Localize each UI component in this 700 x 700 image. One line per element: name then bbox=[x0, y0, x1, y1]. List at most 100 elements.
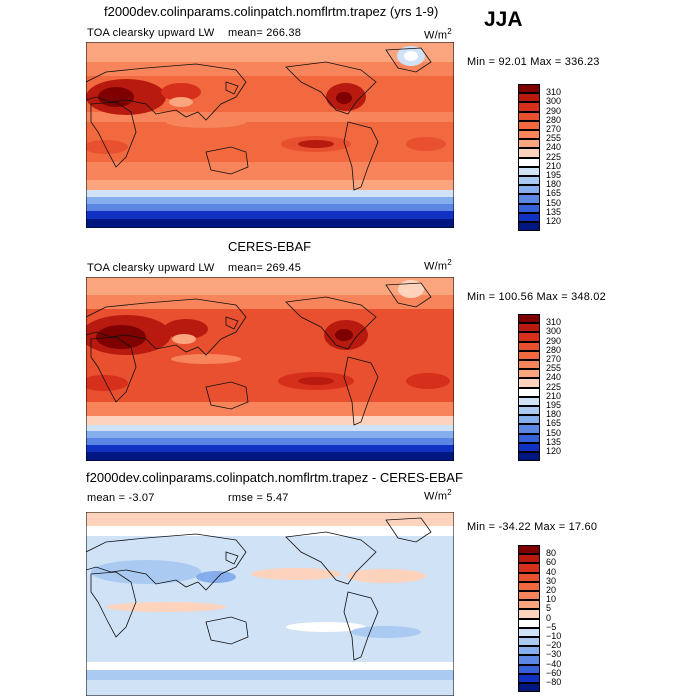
colorbar-level-label: 270 bbox=[546, 354, 562, 364]
colorbar-swatch bbox=[518, 396, 540, 406]
colorbar-swatch bbox=[518, 350, 540, 360]
colorbar-level-label: 10 bbox=[546, 594, 557, 605]
colorbar-level-label: 120 bbox=[546, 446, 562, 456]
panel-diff-map bbox=[86, 512, 454, 696]
colorbar-level-label: 150 bbox=[546, 427, 562, 438]
colorbar-swatch bbox=[518, 433, 540, 443]
colorbar-swatch bbox=[518, 387, 540, 397]
colorbar-level-label: −80 bbox=[546, 677, 562, 687]
colorbar-level-label: 180 bbox=[546, 179, 562, 190]
colorbar-level-label: 255 bbox=[546, 363, 562, 374]
colorbar-swatch bbox=[518, 314, 540, 324]
colorbar-swatch bbox=[518, 554, 540, 564]
colorbar-swatch bbox=[518, 194, 540, 204]
colorbar-level-label: 165 bbox=[546, 188, 562, 199]
colorbar-level-label: 255 bbox=[546, 133, 562, 144]
colorbar-level-label: 225 bbox=[546, 151, 562, 162]
colorbar-level-label: 40 bbox=[546, 566, 557, 577]
colorbar-level-label: −5 bbox=[546, 621, 557, 632]
colorbar-level-label: 30 bbox=[546, 575, 557, 586]
colorbar-swatch bbox=[518, 111, 540, 121]
colorbar-level-label: 150 bbox=[546, 197, 562, 208]
colorbar-level-label: 310 bbox=[546, 87, 562, 98]
colorbar-swatch bbox=[518, 212, 540, 222]
panel-obs-title: CERES-EBAF bbox=[228, 239, 312, 254]
panel-model-variable: TOA clearsky upward LW bbox=[87, 27, 215, 39]
season-label: JJA bbox=[484, 8, 523, 31]
colorbar-swatch bbox=[518, 572, 540, 582]
colorbar-swatch bbox=[518, 120, 540, 130]
colorbar-swatches: 80 60 40 30 20 10 5 0 −5 −10 −20 −30 −40 −60 −80 bbox=[518, 545, 580, 693]
colorbar-level-label: 280 bbox=[546, 344, 562, 355]
colorbar-level-label: −20 bbox=[546, 640, 562, 651]
colorbar-level-label: 240 bbox=[546, 142, 562, 153]
panel-diff-minmax: Min = -34.22 Max = 17.60 bbox=[467, 521, 598, 533]
colorbar-level-label: 195 bbox=[546, 400, 562, 410]
colorbar-level-label: 135 bbox=[546, 206, 562, 217]
colorbar-level-label: −60 bbox=[546, 667, 562, 678]
colorbar-swatch bbox=[518, 424, 540, 434]
colorbar-swatch bbox=[518, 406, 540, 416]
colorbar-level-label: 80 bbox=[546, 548, 557, 559]
colorbar-level-label: 165 bbox=[546, 418, 562, 429]
panel-obs-variable: TOA clearsky upward LW bbox=[87, 262, 215, 274]
panel-model-units: W/m2 bbox=[424, 27, 452, 42]
colorbar-swatch bbox=[518, 618, 540, 628]
colorbar-level-label: −30 bbox=[546, 649, 562, 660]
colorbar-swatch bbox=[518, 600, 540, 610]
colorbar-swatch bbox=[518, 581, 540, 591]
panel-obs-minmax: Min = 100.56 Max = 348.02 bbox=[467, 291, 606, 303]
colorbar-swatch bbox=[518, 563, 540, 573]
colorbar-level-label: 195 bbox=[546, 170, 562, 180]
colorbar-swatch bbox=[518, 222, 540, 232]
panel-diff-mean: mean = -3.07 bbox=[87, 492, 155, 504]
colorbar-swatch bbox=[518, 415, 540, 425]
colorbar-swatch bbox=[518, 378, 540, 388]
colorbar-level-label: 20 bbox=[546, 585, 557, 595]
colorbar-level-label: 210 bbox=[546, 160, 562, 171]
colorbar-swatch bbox=[518, 176, 540, 186]
panel-obs-colorbar: 310 300 290 280 270 255 240 225 210 195 180 165 150 1… bbox=[518, 314, 580, 462]
colorbar-swatch bbox=[518, 591, 540, 601]
colorbar-level-label: 240 bbox=[546, 372, 562, 383]
colorbar-swatch bbox=[518, 609, 540, 619]
colorbar-level-label: 300 bbox=[546, 326, 562, 337]
colorbar-swatch bbox=[518, 369, 540, 379]
colorbar-swatch bbox=[518, 93, 540, 103]
panel-model-mean: mean= 266.38 bbox=[228, 27, 302, 39]
panel-diff-units: W/m2 bbox=[424, 488, 452, 503]
colorbar-level-label: 180 bbox=[546, 409, 562, 420]
colorbar-swatch bbox=[518, 664, 540, 674]
colorbar-swatch bbox=[518, 341, 540, 351]
colorbar-swatch bbox=[518, 166, 540, 176]
panel-model-minmax: Min = 92.01 Max = 336.23 bbox=[467, 56, 600, 68]
colorbar-swatch bbox=[518, 360, 540, 370]
colorbar-level-label: 310 bbox=[546, 317, 562, 328]
panel-diff-rmse: rmse = 5.47 bbox=[228, 492, 289, 504]
panel-obs-map bbox=[86, 277, 454, 461]
colorbar-swatch bbox=[518, 545, 540, 555]
colorbar-swatch bbox=[518, 673, 540, 683]
colorbar-swatch bbox=[518, 102, 540, 112]
colorbar-swatch bbox=[518, 332, 540, 342]
panel-obs-units: W/m2 bbox=[424, 258, 452, 273]
colorbar-swatch bbox=[518, 130, 540, 140]
colorbar-level-label: 300 bbox=[546, 96, 562, 107]
colorbar-level-label: 135 bbox=[546, 436, 562, 447]
colorbar-level-label: 120 bbox=[546, 216, 562, 226]
colorbar-level-label: 0 bbox=[546, 612, 552, 623]
colorbar-swatch bbox=[518, 157, 540, 167]
colorbar-swatches: 310 300 290 280 270 255 240 225 210 195 180 165 150 1… bbox=[518, 84, 580, 232]
panel-diff-title: f2000dev.colinparams.colinpatch.nomflrtm… bbox=[86, 470, 463, 485]
colorbar-level-label: 270 bbox=[546, 124, 562, 134]
colorbar-swatch bbox=[518, 148, 540, 158]
colorbar-swatch bbox=[518, 655, 540, 665]
colorbar-swatch bbox=[518, 185, 540, 195]
colorbar-level-label: 60 bbox=[546, 557, 557, 568]
panel-diff-colorbar: 80 60 40 30 20 10 5 0 −5 −10 −20 −30 −40 −60 −80 bbox=[518, 545, 580, 693]
colorbar-level-label: 280 bbox=[546, 114, 562, 125]
colorbar-level-label: 5 bbox=[546, 603, 552, 614]
panel-model-map bbox=[86, 42, 454, 228]
colorbar-swatch bbox=[518, 323, 540, 333]
colorbar-level-label: −40 bbox=[546, 658, 562, 669]
